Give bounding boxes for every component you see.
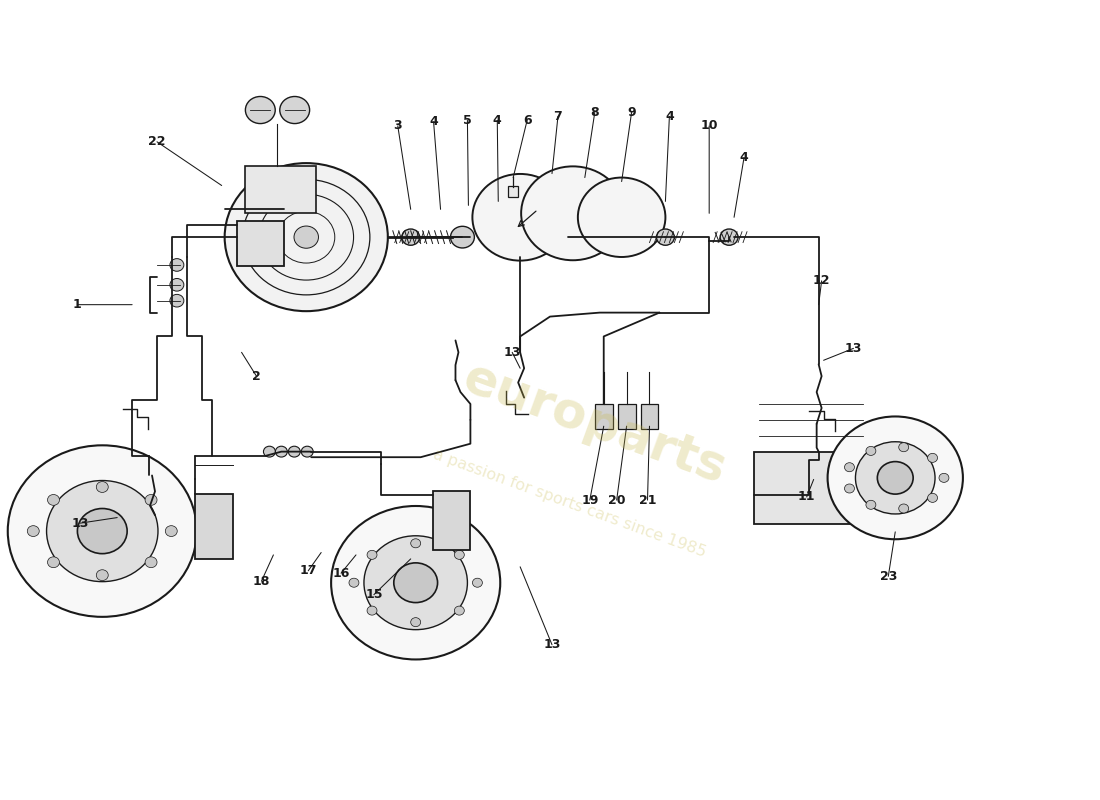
Circle shape <box>364 536 468 630</box>
Circle shape <box>410 618 420 626</box>
Circle shape <box>275 446 287 457</box>
Text: 17: 17 <box>299 564 317 578</box>
Circle shape <box>169 258 184 271</box>
Circle shape <box>927 454 937 462</box>
Circle shape <box>367 606 377 615</box>
Circle shape <box>169 294 184 307</box>
Circle shape <box>578 178 666 257</box>
Circle shape <box>402 229 420 246</box>
Text: 13: 13 <box>72 517 89 530</box>
Circle shape <box>47 494 59 506</box>
Circle shape <box>77 509 128 554</box>
Text: 15: 15 <box>365 588 383 601</box>
Text: 13: 13 <box>543 638 561 651</box>
Text: a passion for sports cars since 1985: a passion for sports cars since 1985 <box>431 446 708 560</box>
Circle shape <box>827 417 962 539</box>
Bar <box>754 452 868 524</box>
Circle shape <box>472 174 568 261</box>
Circle shape <box>866 446 876 455</box>
Circle shape <box>845 462 855 472</box>
Text: 23: 23 <box>880 570 896 583</box>
Circle shape <box>521 166 625 260</box>
Text: 4: 4 <box>429 115 438 129</box>
Bar <box>432 491 471 550</box>
Circle shape <box>301 446 314 457</box>
Circle shape <box>410 538 420 548</box>
Circle shape <box>451 226 474 248</box>
Text: 4: 4 <box>666 110 674 123</box>
Circle shape <box>657 229 674 246</box>
Circle shape <box>8 446 197 617</box>
Circle shape <box>224 163 388 311</box>
Circle shape <box>245 97 275 123</box>
Circle shape <box>856 442 935 514</box>
Circle shape <box>845 484 855 493</box>
Circle shape <box>899 504 909 513</box>
Bar <box>595 404 613 430</box>
Bar <box>236 222 284 266</box>
Circle shape <box>331 506 500 659</box>
Circle shape <box>288 446 300 457</box>
Text: 2: 2 <box>252 370 261 382</box>
Circle shape <box>720 229 738 246</box>
Circle shape <box>472 578 483 587</box>
Text: 5: 5 <box>463 114 472 127</box>
Circle shape <box>367 550 377 559</box>
Circle shape <box>349 578 359 587</box>
Circle shape <box>47 557 59 568</box>
Circle shape <box>899 442 909 452</box>
Circle shape <box>454 550 464 559</box>
Text: 12: 12 <box>813 274 830 287</box>
Text: 9: 9 <box>627 106 636 119</box>
Text: 20: 20 <box>608 494 626 506</box>
Text: 1: 1 <box>73 298 81 311</box>
Text: 19: 19 <box>581 494 598 506</box>
Text: europarts: europarts <box>456 354 733 494</box>
Circle shape <box>866 500 876 510</box>
Text: 11: 11 <box>798 490 815 503</box>
Bar <box>244 166 316 213</box>
Text: 7: 7 <box>553 110 562 123</box>
Circle shape <box>454 606 464 615</box>
Bar <box>640 404 659 430</box>
Circle shape <box>97 482 108 493</box>
Text: 8: 8 <box>591 106 600 119</box>
Circle shape <box>169 278 184 291</box>
Text: 18: 18 <box>253 574 271 588</box>
Circle shape <box>145 494 157 506</box>
Circle shape <box>878 462 913 494</box>
Text: 13: 13 <box>504 346 521 359</box>
Text: 22: 22 <box>148 135 166 148</box>
Circle shape <box>394 563 438 602</box>
Circle shape <box>46 481 158 582</box>
Text: 3: 3 <box>394 119 403 133</box>
Bar <box>618 404 636 430</box>
Text: 4: 4 <box>739 151 748 164</box>
Bar <box>508 186 518 198</box>
Circle shape <box>264 446 275 457</box>
Circle shape <box>165 526 177 537</box>
Text: 10: 10 <box>701 119 718 133</box>
Text: 16: 16 <box>332 566 350 580</box>
Circle shape <box>28 526 40 537</box>
Text: 13: 13 <box>845 342 862 355</box>
Circle shape <box>294 226 319 248</box>
Circle shape <box>927 494 937 502</box>
Circle shape <box>939 474 949 482</box>
Circle shape <box>145 557 157 568</box>
Text: 6: 6 <box>522 114 531 127</box>
Circle shape <box>97 570 108 581</box>
Text: 21: 21 <box>639 494 657 506</box>
Text: 4: 4 <box>493 114 502 127</box>
Bar <box>195 494 232 558</box>
Circle shape <box>279 97 309 123</box>
